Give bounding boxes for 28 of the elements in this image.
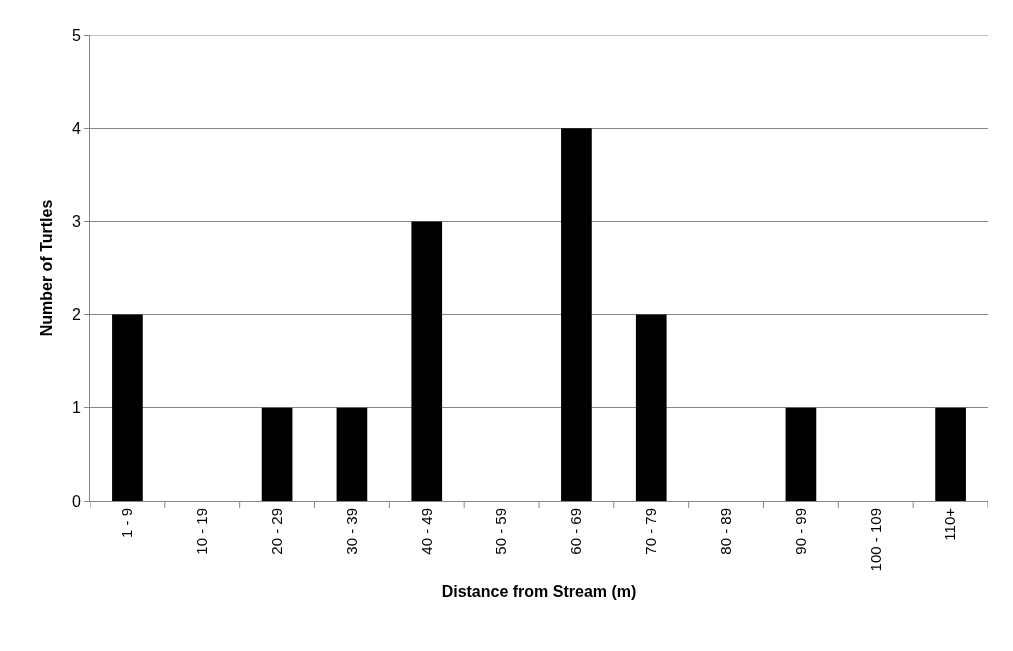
x-tick-label: 1 - 9 <box>118 508 136 539</box>
x-tick-label: 60 - 69 <box>567 508 585 555</box>
x-tick-label: 90 - 99 <box>791 508 809 555</box>
x-tick-label: 20 - 29 <box>267 508 285 555</box>
x-tick-label: 110+ <box>941 507 959 541</box>
bar <box>261 407 293 501</box>
y-tick-label: 2 <box>71 306 81 324</box>
x-tick-label: 70 - 79 <box>642 508 660 555</box>
bar <box>785 407 817 501</box>
x-tick-label: 100 - 109 <box>866 508 884 572</box>
x-tick-label: 80 - 89 <box>716 508 734 555</box>
y-tick-label: 1 <box>71 399 81 417</box>
bar <box>336 407 368 501</box>
x-tick-label: 50 - 59 <box>492 508 510 555</box>
bar <box>561 128 592 501</box>
bar <box>112 314 143 501</box>
bar <box>635 314 667 501</box>
y-tick-label: 0 <box>71 492 81 510</box>
x-tick-label: 10 - 19 <box>193 508 211 555</box>
x-axis-title: Distance from Stream (m) <box>441 583 637 601</box>
y-tick-label: 5 <box>71 26 81 44</box>
x-tick-label: 40 - 49 <box>417 508 435 555</box>
bar <box>935 407 966 501</box>
y-axis-title: Number of Turtles <box>37 199 55 337</box>
y-tick-label: 3 <box>71 213 81 230</box>
bar <box>411 221 443 501</box>
y-tick-label: 4 <box>71 119 81 137</box>
x-tick-label: 30 - 39 <box>342 508 360 555</box>
